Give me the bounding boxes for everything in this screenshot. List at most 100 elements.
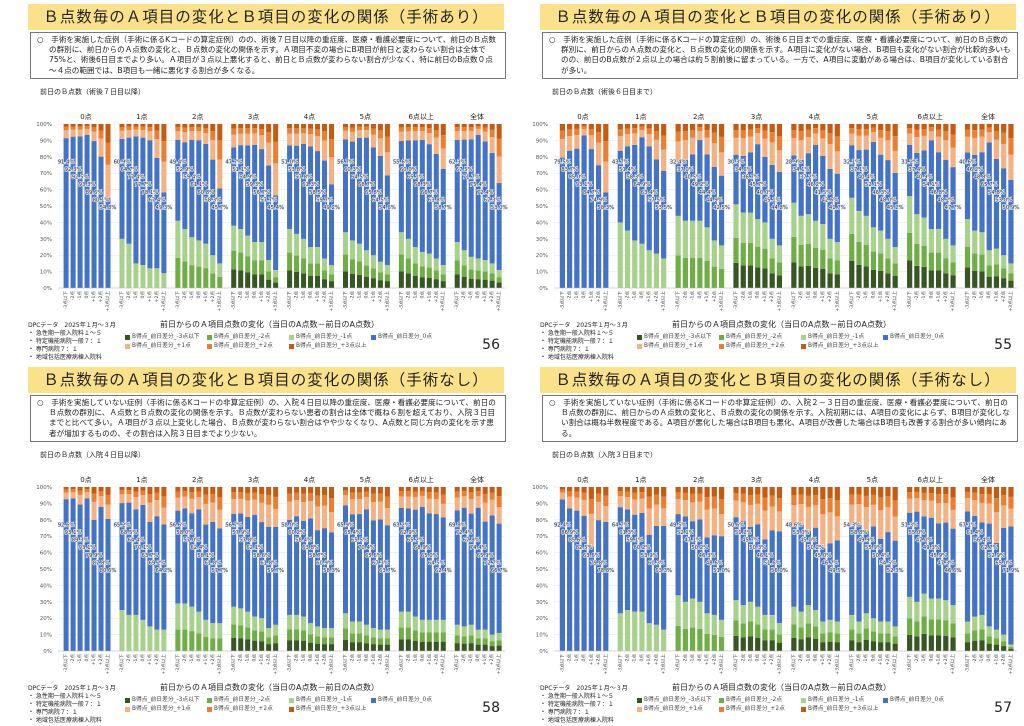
bar-segment bbox=[175, 603, 181, 630]
bar-segment bbox=[182, 142, 188, 229]
bar-segment bbox=[964, 219, 971, 247]
bar-segment bbox=[133, 263, 139, 288]
data-label: 55.0% bbox=[908, 530, 925, 536]
bar-segment bbox=[928, 140, 934, 229]
bar-segment bbox=[294, 629, 300, 641]
x-tick-label: +3点以上 bbox=[602, 654, 609, 675]
bar-segment bbox=[259, 502, 265, 523]
legend-swatch bbox=[125, 707, 130, 712]
bar-segment bbox=[820, 249, 826, 269]
bar-segment bbox=[718, 136, 725, 153]
x-tick-label: -3点以下 bbox=[733, 291, 739, 310]
data-label: 54.6% bbox=[379, 205, 396, 211]
bar-segment bbox=[259, 149, 265, 243]
bar-segment bbox=[964, 152, 971, 220]
bar-segment bbox=[776, 124, 783, 136]
bar-segment bbox=[384, 124, 390, 137]
x-tick-label: +3点以上 bbox=[1007, 291, 1014, 312]
legend-swatch bbox=[883, 698, 888, 703]
bar-segment bbox=[820, 487, 826, 500]
bar-segment bbox=[140, 487, 146, 491]
bar-segment bbox=[856, 135, 862, 151]
bar-segment bbox=[834, 274, 840, 288]
bar-segment bbox=[398, 141, 404, 233]
bar-segment bbox=[870, 132, 877, 142]
bar-segment bbox=[461, 496, 467, 508]
bar-segment bbox=[567, 496, 573, 509]
bar-segment bbox=[356, 137, 362, 244]
page-number: 55 bbox=[994, 337, 1012, 353]
x-tick-label: +1点 bbox=[588, 654, 594, 666]
data-label: 83.7% bbox=[561, 167, 578, 173]
bar-segment bbox=[266, 628, 272, 638]
data-label: 62.4% bbox=[435, 568, 452, 574]
bar-segment bbox=[682, 516, 688, 602]
bar-segment bbox=[755, 487, 761, 495]
bar-segment bbox=[203, 524, 209, 620]
x-tick-label: 0点 bbox=[84, 654, 90, 662]
bar-segment bbox=[567, 124, 573, 130]
bar-segment bbox=[196, 140, 202, 241]
bar-segment bbox=[979, 136, 985, 153]
source-text: DPCデータ 2025年１月～３月 bbox=[28, 322, 116, 329]
bar-segment bbox=[921, 217, 927, 246]
x-tick-label: +2点 bbox=[827, 291, 833, 303]
data-label: 54.8% bbox=[988, 190, 1005, 196]
bar-segment bbox=[574, 491, 580, 498]
chart-header: 前日のＢ点数（入院４日目以降） bbox=[40, 451, 145, 459]
bar-segment bbox=[935, 635, 942, 651]
bar-segment bbox=[63, 492, 69, 500]
bar-segment bbox=[733, 124, 739, 131]
data-label: 44.9% bbox=[706, 197, 723, 203]
x-tick-label: +2点 bbox=[596, 291, 602, 303]
y-tick-label: 90% bbox=[40, 138, 52, 144]
bar-segment bbox=[878, 124, 884, 131]
bar-segment bbox=[653, 124, 660, 132]
bar-segment bbox=[870, 631, 877, 642]
bar-segment bbox=[231, 147, 237, 226]
bar-segment bbox=[133, 126, 139, 130]
x-tick-label: -1点 bbox=[412, 291, 418, 301]
bar-segment bbox=[412, 487, 418, 492]
bar-segment bbox=[878, 137, 884, 155]
bar-segment bbox=[238, 513, 244, 609]
bar-segment bbox=[440, 281, 446, 288]
bar-segment bbox=[363, 126, 369, 131]
x-tick-label: +2点 bbox=[210, 654, 216, 666]
data-label: 61.8% bbox=[260, 560, 277, 566]
bar-segment bbox=[475, 496, 481, 508]
bar-segment bbox=[603, 495, 609, 507]
bar-segment bbox=[328, 157, 335, 185]
bar-segment bbox=[972, 137, 978, 155]
bar-segment bbox=[301, 502, 307, 521]
bar-segment bbox=[690, 627, 696, 651]
bar-segment bbox=[646, 508, 652, 535]
x-tick-label: +1点 bbox=[203, 654, 209, 666]
bar-segment bbox=[718, 499, 725, 515]
bar-segment bbox=[301, 630, 307, 641]
bar-segment bbox=[91, 493, 97, 502]
bar-segment bbox=[914, 214, 920, 244]
x-tick-label: -2点 bbox=[682, 654, 688, 664]
data-label: 58.3% bbox=[626, 175, 643, 181]
bar-segment bbox=[182, 508, 188, 604]
bar-segment bbox=[798, 215, 804, 245]
data-label: 51.6% bbox=[764, 560, 781, 566]
bar-segment bbox=[581, 135, 587, 288]
bar-segment bbox=[646, 134, 652, 147]
bar-segment bbox=[489, 646, 495, 651]
bar-segment bbox=[878, 154, 884, 231]
legend-item: B得点_前日差分_-2点 bbox=[719, 697, 801, 704]
bar-segment bbox=[740, 502, 746, 522]
bar-segment bbox=[559, 124, 565, 131]
x-tick-label: +2点 bbox=[322, 654, 328, 666]
bar-segment bbox=[419, 495, 425, 507]
bar-segment bbox=[993, 264, 1000, 277]
legend-swatch bbox=[719, 707, 724, 712]
bar-segment bbox=[928, 270, 934, 288]
bar-segment bbox=[993, 276, 1000, 288]
bar-segment bbox=[426, 487, 432, 493]
data-label: 45.7% bbox=[749, 182, 766, 188]
x-tick-label: -1点 bbox=[979, 291, 985, 301]
x-tick-label: +2点 bbox=[377, 654, 383, 666]
